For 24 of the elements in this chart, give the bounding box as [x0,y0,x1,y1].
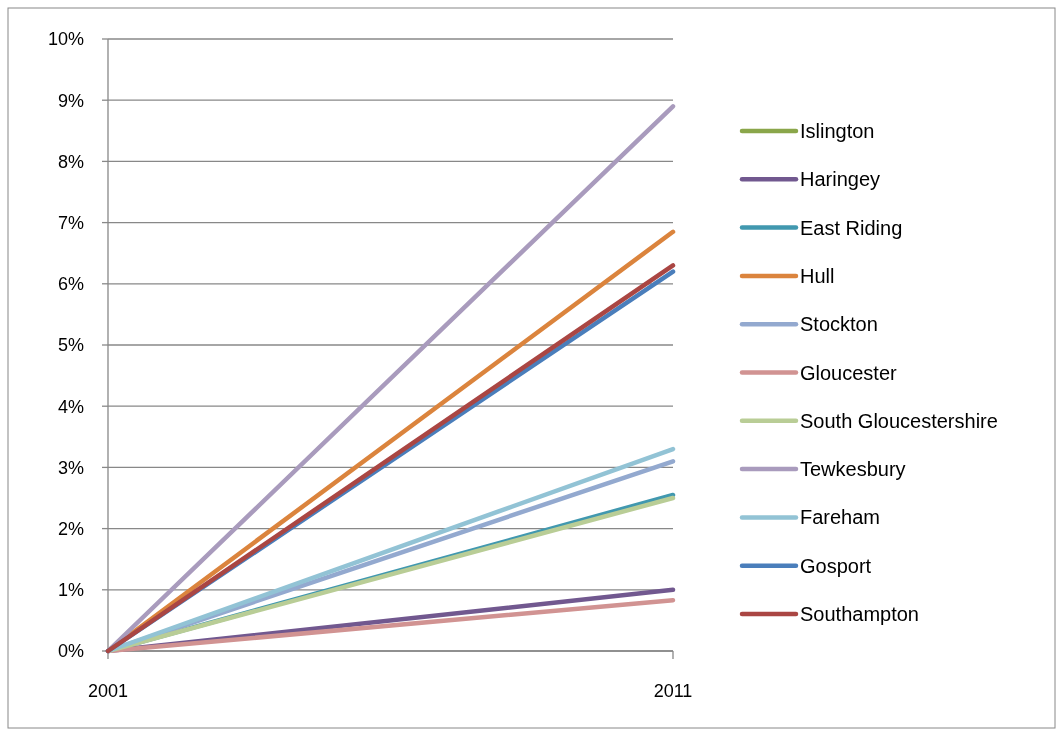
legend-label: Gloucester [800,361,898,384]
legend-label: Haringey [800,168,881,191]
y-tick-label: 5% [57,335,84,356]
x-tick-label: 2011 [653,681,693,701]
legend-label: East Riding [800,216,903,239]
legend-label: Southampton [800,603,919,625]
y-tick-label: 3% [57,457,84,478]
legend-label: Hull [800,264,835,287]
y-tick-label: 4% [57,396,84,417]
legend-label: Fareham [800,506,881,529]
legend-label: Stockton [800,313,878,336]
legend-label: Islington [800,120,875,142]
y-tick-label: 2% [57,518,84,539]
legend-label: Gosport [800,554,872,577]
y-tick-label: 1% [57,580,84,601]
y-tick-label: 0% [57,641,84,662]
y-tick-label: 7% [57,212,84,233]
y-tick-label: 8% [57,151,84,172]
y-tick-label: 6% [57,274,84,295]
legend-label: Tewkesbury [800,458,906,481]
y-tick-label: 9% [57,90,84,111]
y-tick-label: 10% [47,29,84,50]
x-tick-label: 2001 [87,681,129,701]
legend-label: South Gloucestershire [800,409,998,432]
